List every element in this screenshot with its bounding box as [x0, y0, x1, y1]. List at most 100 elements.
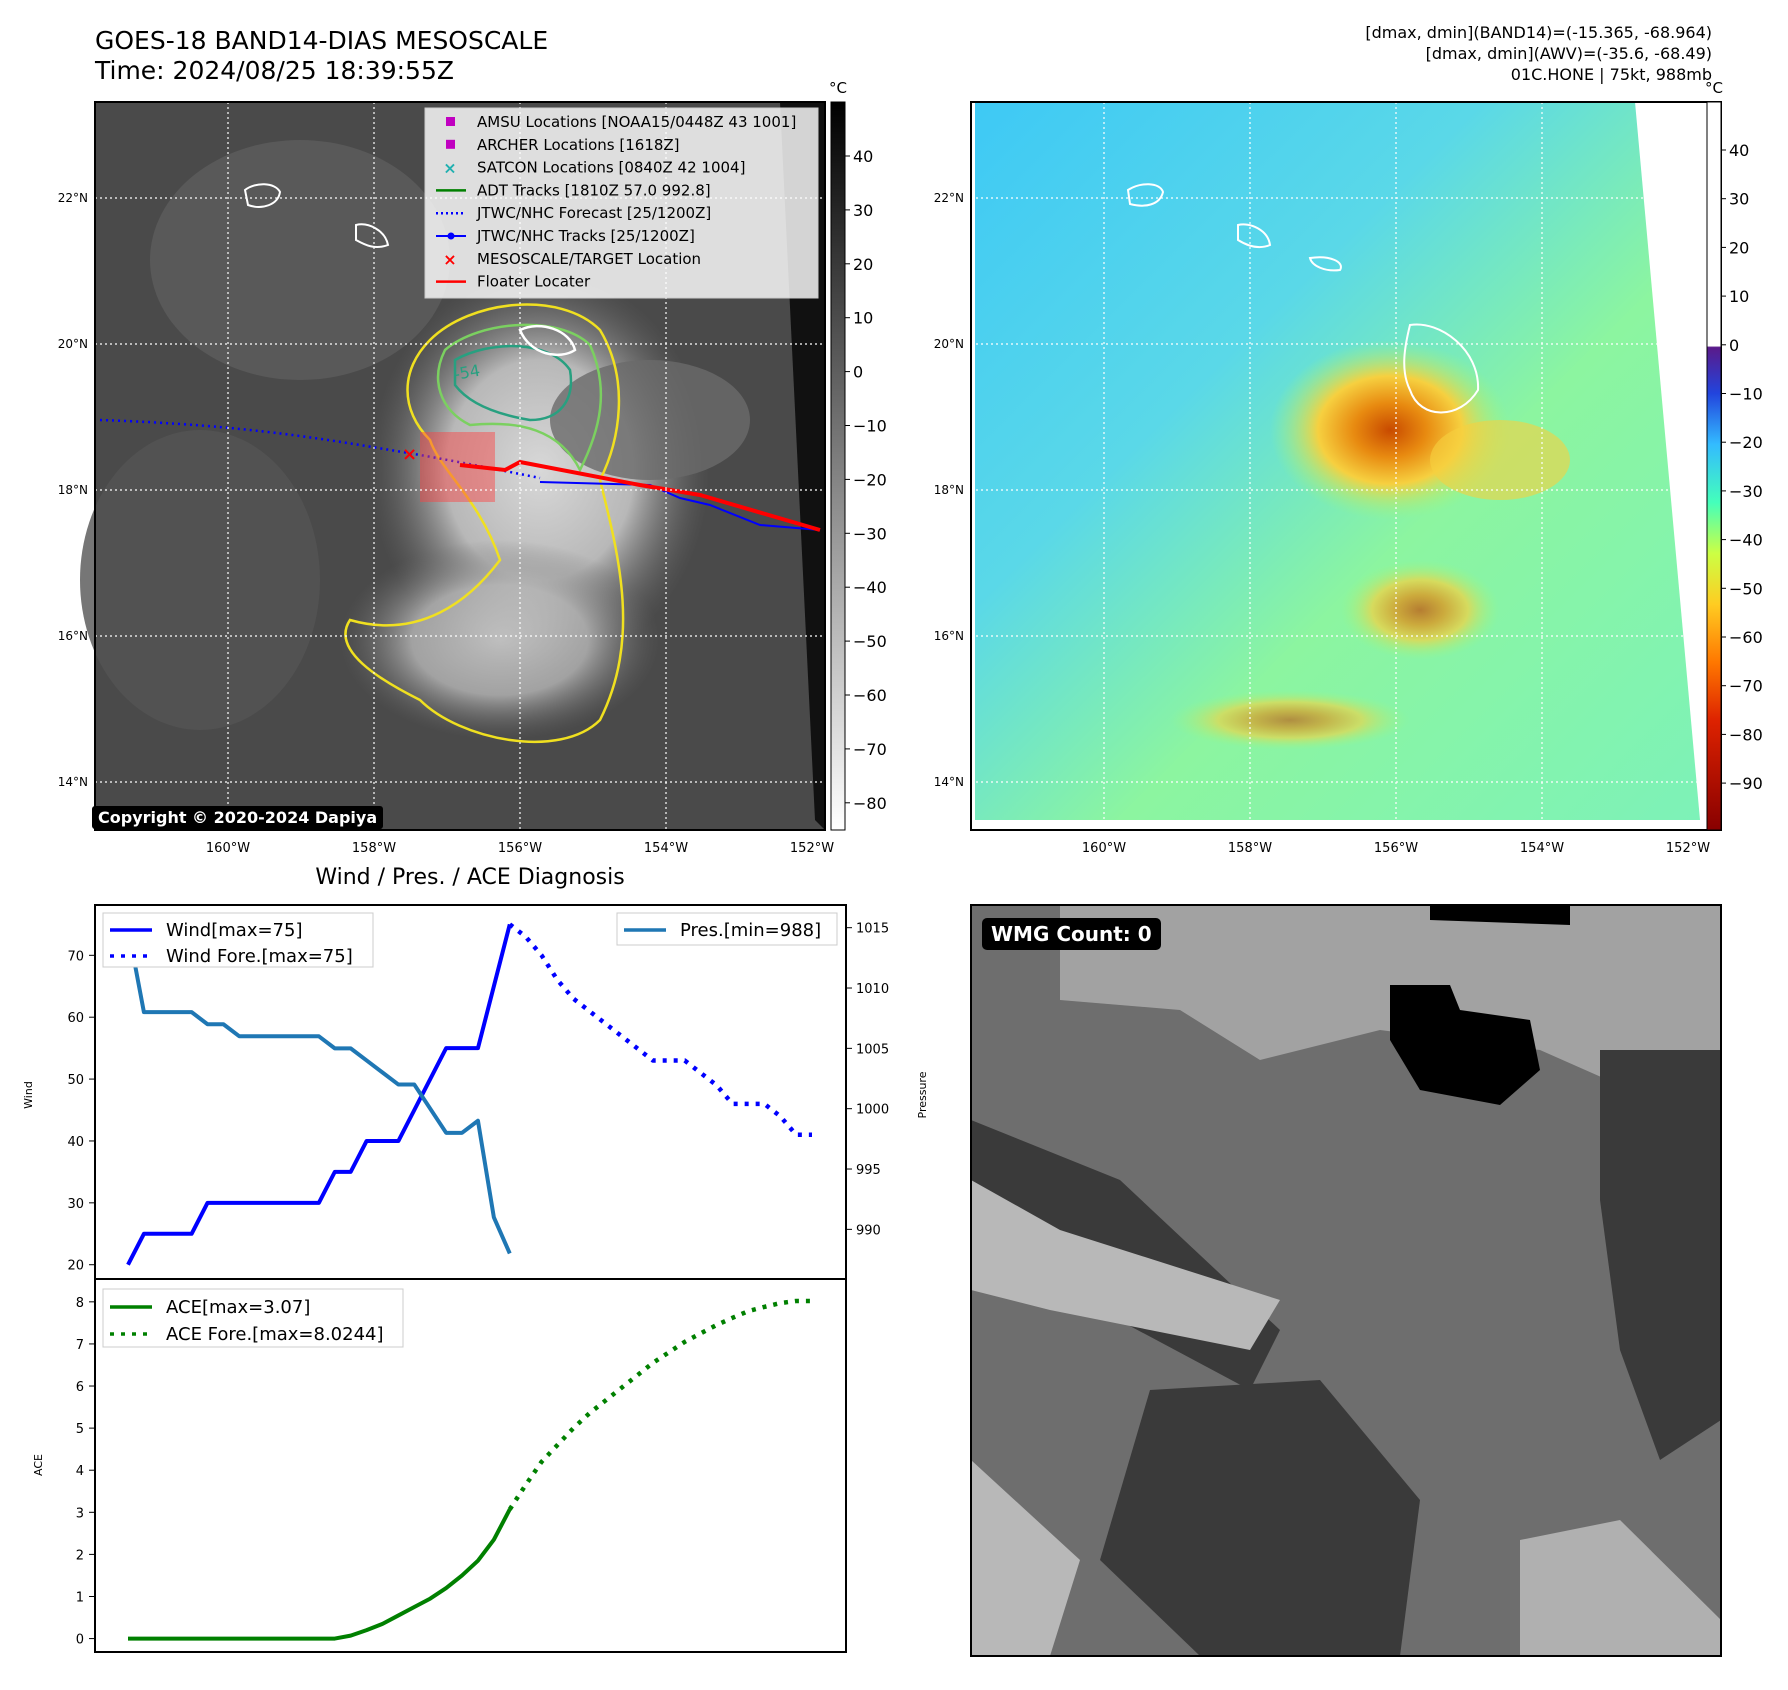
- pressure-axis-label: Pressure: [916, 1071, 929, 1118]
- lon-tick-label: 158°W: [1228, 841, 1272, 856]
- gray-colorbar-tick: 0: [853, 363, 863, 382]
- pressure-tick-label: 990: [856, 1223, 881, 1238]
- wind-tick-label: 50: [67, 1073, 84, 1088]
- lat-tick-label: 22°N: [58, 191, 88, 205]
- lat-tick-label: 18°N: [934, 483, 964, 497]
- pressure-legend-entry: Pres.[min=988]: [680, 920, 821, 941]
- ace-legend-entry: ACE[max=3.07]: [166, 1297, 310, 1318]
- ace-tick-label: 2: [76, 1548, 84, 1563]
- svg-text:×: ×: [402, 444, 417, 465]
- contour-label: -54: [452, 361, 481, 384]
- intensity-info: [dmax, dmin](BAND14)=(-15.365, -68.964) …: [1365, 22, 1712, 85]
- gray-colorbar-tick: −40: [853, 578, 887, 597]
- legend-entry-label: AMSU Locations [NOAA15/0448Z 43 1001]: [477, 113, 796, 131]
- track-overlays: ×: [99, 418, 821, 532]
- series-line: [128, 1508, 512, 1641]
- ace-tick-label: 0: [76, 1633, 84, 1648]
- wind-tick-label: 40: [67, 1135, 84, 1150]
- legend-entry-label: MESOSCALE/TARGET Location: [477, 250, 701, 268]
- wind-axis-label: Wind: [22, 1081, 35, 1109]
- info-line-2: [dmax, dmin](AWV)=(-35.6, -68.49): [1425, 44, 1712, 63]
- color-colorbar-tick: 30: [1729, 190, 1749, 209]
- ace-legend-entry: ACE Fore.[max=8.0244]: [166, 1324, 384, 1345]
- legend-entry-label: Floater Locater: [477, 273, 591, 291]
- color-colorbar-tick: −90: [1729, 774, 1763, 793]
- color-colorbar-tick: 10: [1729, 287, 1749, 306]
- color-colorbar-tick: 0: [1729, 336, 1739, 355]
- color-colorbar-ticks: 40 30 20 10 0 −10 −20 −30 −40 −50 −60 −70 −80 −90: [1721, 141, 1763, 793]
- color-colorbar-tick: −50: [1729, 579, 1763, 598]
- wind-pressure-plot: 20 30 40 50 60 70 990 995 1000 1005 1010 1015 Wind[m…: [67, 912, 889, 1274]
- series-line: [508, 922, 812, 1138]
- diagnosis-title: Wind / Pres. / ACE Diagnosis: [315, 865, 624, 890]
- pressure-tick-label: 1000: [856, 1103, 889, 1118]
- map-legend: AMSU Locations [NOAA15/0448Z 43 1001] ARC…: [436, 113, 796, 291]
- pressure-tick-label: 1005: [856, 1042, 889, 1057]
- color-colorbar-tick: −80: [1729, 725, 1763, 744]
- copyright-label: Copyright © 2020-2024 Dapiya: [92, 806, 384, 829]
- wmg-count-badge: WMG Count: 0: [982, 918, 1161, 950]
- lat-tick-label: 18°N: [58, 483, 88, 497]
- pressure-tick-label: 1015: [856, 922, 889, 937]
- lat-tick-label: 22°N: [934, 191, 964, 205]
- ace-tick-label: 7: [76, 1338, 84, 1353]
- ace-tick-label: 6: [76, 1380, 84, 1395]
- lon-tick-label: 160°W: [1082, 841, 1126, 856]
- color-colorbar-tick: −40: [1729, 531, 1763, 550]
- gray-colorbar-tick: −60: [853, 686, 887, 705]
- wmg-imagery: [971, 905, 1721, 1656]
- cloud-top-contours: [344, 303, 625, 744]
- figure-title: GOES-18 BAND14-DIAS MESOSCALE Time: 2024…: [95, 26, 548, 86]
- map-legend-box: [424, 107, 819, 299]
- lat-tick-label: 20°N: [58, 337, 88, 351]
- gray-colorbar-tick: 40: [853, 147, 873, 166]
- legend-entry-label: JTWC/NHC Forecast [25/1200Z]: [476, 204, 711, 222]
- ace-tick-label: 3: [76, 1506, 84, 1521]
- title-line-1: GOES-18 BAND14-DIAS MESOSCALE: [95, 26, 549, 55]
- gray-colorbar-tick: 20: [853, 255, 873, 274]
- ace-legend-box: [102, 1288, 404, 1348]
- color-colorbar-tick: −30: [1729, 482, 1763, 501]
- ace-tick-label: 1: [76, 1590, 84, 1605]
- legend-entry-label: ARCHER Locations [1618Z]: [477, 136, 680, 154]
- gray-colorbar-tick: −30: [853, 524, 887, 543]
- info-line-1: [dmax, dmin](BAND14)=(-15.365, -68.964): [1365, 23, 1712, 42]
- legend-entry-label: SATCON Locations [0840Z 42 1004]: [477, 159, 745, 177]
- ace-tick-label: 5: [76, 1422, 84, 1437]
- gray-colorbar-tick: −80: [853, 794, 887, 813]
- lat-tick-label: 14°N: [934, 775, 964, 789]
- wind-legend-box: [102, 912, 374, 968]
- wind-tick-label: 20: [67, 1259, 84, 1274]
- gray-colorbar-tick: −20: [853, 470, 887, 489]
- pressure-tick-label: 1010: [856, 982, 889, 997]
- gray-colorbar-tick: −10: [853, 417, 887, 436]
- wind-tick-label: 30: [67, 1197, 84, 1212]
- lon-tick-label: 152°W: [1666, 841, 1710, 856]
- gray-colorbar-tick: −50: [853, 632, 887, 651]
- color-colorbar-unit: °C: [1705, 79, 1723, 97]
- gray-colorbar-ticks: 40 30 20 10 0 −10 −20 −30 −40 −50 −60 −70 −80: [845, 147, 887, 813]
- lon-tick-label: 154°W: [1520, 841, 1564, 856]
- color-colorbar-tick: −70: [1729, 677, 1763, 696]
- gray-colorbar: [830, 101, 846, 831]
- color-colorbar-tick: 20: [1729, 238, 1749, 257]
- lon-tick-label: 154°W: [644, 841, 688, 856]
- ace-axis-label: ACE: [32, 1454, 45, 1476]
- ir-map-frame: [94, 101, 826, 831]
- coastlines: [243, 183, 1480, 414]
- lat-tick-label: 14°N: [58, 775, 88, 789]
- lon-tick-label: 152°W: [790, 841, 834, 856]
- ace-plot: 0 1 2 3 4 5 6 7 8 ACE[max=3.07] ACE Fore.[max=8.02…: [76, 1288, 812, 1648]
- color-colorbar-tick: −20: [1729, 433, 1763, 452]
- gray-colorbar-unit: °C: [829, 79, 847, 97]
- pressure-tick-label: 995: [856, 1163, 881, 1178]
- wind-tick-label: 70: [67, 949, 84, 964]
- lon-tick-label: 156°W: [498, 841, 542, 856]
- svg-text:×: ×: [443, 159, 456, 178]
- lat-tick-label: 16°N: [58, 629, 88, 643]
- ace-tick-label: 8: [76, 1296, 84, 1311]
- wind-legend-entry: Wind[max=75]: [166, 920, 303, 941]
- gray-colorbar-tick: −70: [853, 740, 887, 759]
- svg-text:×: ×: [443, 250, 456, 269]
- color-colorbar-tick: 40: [1729, 141, 1749, 160]
